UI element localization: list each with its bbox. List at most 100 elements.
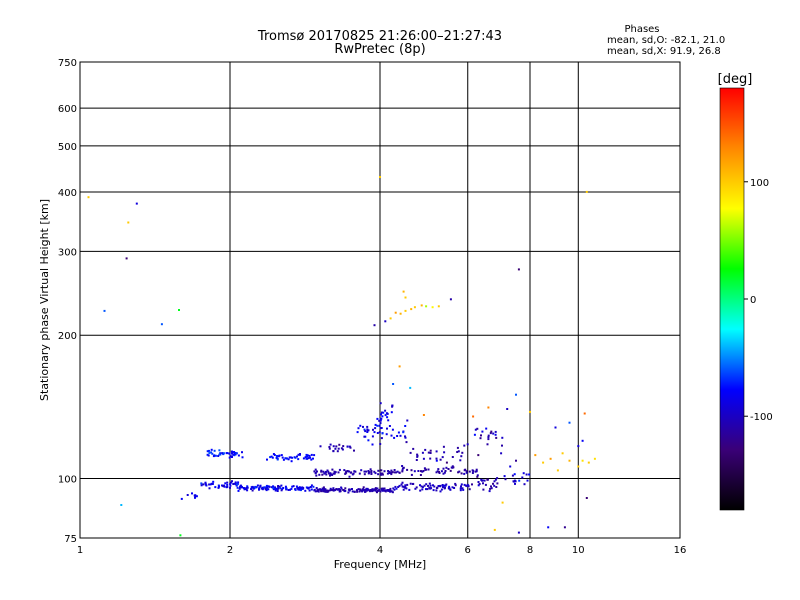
data-point: [500, 452, 503, 455]
data-point: [246, 489, 249, 492]
data-point: [400, 483, 403, 486]
data-point: [308, 454, 311, 457]
data-point: [465, 471, 468, 474]
data-point: [282, 487, 285, 489]
data-point: [439, 490, 442, 493]
data-point: [390, 411, 393, 414]
data-point: [488, 490, 491, 493]
data-point: [427, 484, 429, 487]
data-point: [348, 470, 350, 473]
data-point: [280, 489, 283, 492]
data-point: [384, 320, 387, 323]
data-point: [221, 484, 223, 487]
x-tick-label: 16: [674, 545, 687, 556]
data-point: [298, 486, 301, 489]
data-point: [518, 479, 521, 482]
colorbar-label: [deg]: [718, 72, 753, 87]
data-point: [412, 447, 415, 450]
data-point: [404, 436, 407, 439]
data-point: [402, 431, 405, 434]
data-point: [460, 472, 463, 475]
data-point: [326, 469, 329, 472]
data-point: [369, 489, 372, 491]
data-point: [370, 470, 373, 472]
data-point: [325, 473, 328, 476]
data-point: [194, 495, 197, 498]
data-point: [287, 458, 290, 461]
data-point: [556, 469, 559, 472]
data-point: [297, 486, 300, 489]
data-point: [327, 470, 330, 473]
data-point: [429, 449, 432, 452]
data-point: [376, 489, 379, 492]
data-point: [380, 437, 383, 440]
data-point: [419, 474, 422, 476]
data-point: [395, 487, 398, 490]
data-point: [466, 485, 469, 488]
data-point: [486, 478, 489, 481]
data-point: [448, 485, 451, 488]
data-point: [212, 455, 215, 458]
data-point: [210, 448, 213, 451]
data-point: [292, 485, 295, 488]
data-point: [353, 449, 355, 452]
data-point: [310, 484, 313, 487]
data-point: [226, 485, 229, 488]
data-point: [387, 489, 390, 492]
data-point: [160, 323, 163, 326]
data-point: [466, 443, 469, 446]
data-point: [475, 468, 478, 471]
data-point: [342, 445, 345, 448]
data-point: [321, 488, 324, 491]
data-point: [367, 470, 370, 472]
data-point: [329, 472, 332, 475]
data-point: [295, 485, 298, 488]
data-point: [376, 432, 379, 434]
data-point: [309, 456, 312, 459]
data-point: [483, 479, 486, 482]
data-point: [421, 451, 424, 454]
data-point: [209, 483, 212, 486]
data-point: [312, 457, 314, 460]
y-axis-ticks: 75 100 200 300 400 500 600 750: [58, 58, 77, 545]
data-point: [485, 427, 488, 430]
data-point: [302, 487, 305, 489]
data-point: [285, 457, 288, 460]
data-point: [405, 441, 408, 444]
data-point: [492, 482, 494, 485]
data-point: [205, 484, 208, 487]
data-point: [384, 489, 387, 492]
data-point: [449, 469, 452, 472]
data-point: [526, 479, 529, 482]
data-point: [276, 455, 278, 457]
data-point: [231, 456, 233, 458]
data-point: [322, 490, 325, 493]
data-point: [226, 481, 229, 484]
data-point: [211, 482, 214, 485]
data-point: [366, 428, 369, 431]
data-point: [404, 296, 407, 299]
data-point: [457, 471, 460, 474]
data-point: [274, 486, 276, 489]
data-point: [289, 488, 291, 491]
data-point: [236, 486, 239, 489]
data-point: [207, 454, 210, 457]
data-point: [332, 487, 335, 490]
data-point: [386, 416, 389, 419]
data-point: [231, 452, 233, 455]
data-point: [409, 482, 412, 485]
data-point: [435, 459, 438, 462]
data-point: [367, 472, 370, 475]
data-point: [391, 428, 394, 431]
data-points: [87, 176, 596, 537]
y-tick-label: 200: [58, 331, 77, 342]
data-point: [330, 488, 333, 491]
data-point: [454, 484, 457, 487]
data-point: [275, 488, 278, 491]
data-point: [381, 472, 384, 475]
data-point: [448, 487, 451, 490]
data-point: [495, 486, 498, 488]
data-point: [445, 466, 448, 469]
data-point: [423, 467, 426, 470]
data-point: [464, 484, 467, 487]
